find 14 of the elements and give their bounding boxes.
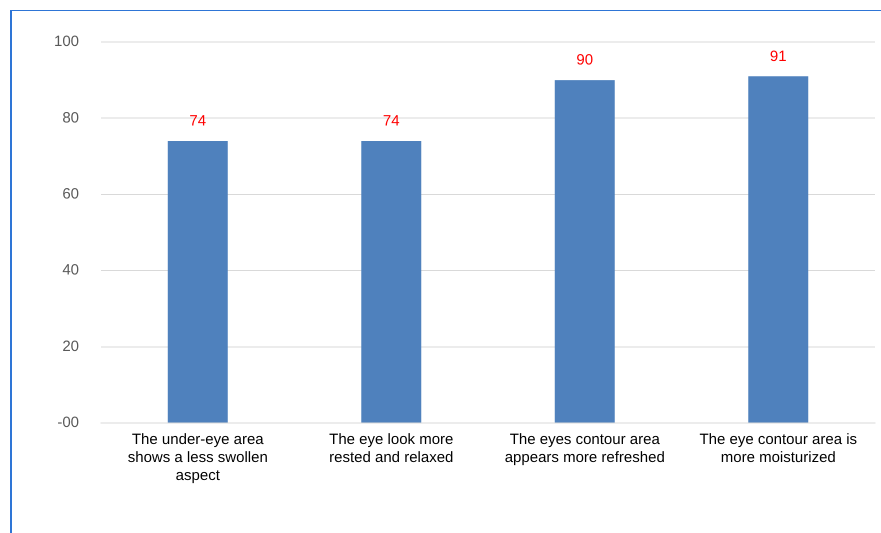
x-tick-label: The eye contour area is more moisturized xyxy=(699,431,858,466)
y-tick-label: 80 xyxy=(62,109,80,126)
x-tick-label: The eyes contour area appears more refreshed xyxy=(504,431,665,466)
x-tick-label: The under-eye area shows a less swollen aspect xyxy=(128,431,268,484)
y-tick-label: -00 xyxy=(57,414,80,432)
y-tick-label: 20 xyxy=(62,338,80,355)
y-tick-label: 60 xyxy=(62,186,80,203)
x-tick-label: The eye look more rested and relaxed xyxy=(329,431,454,466)
y-tick-label: 100 xyxy=(54,33,80,50)
y-tick-label: 40 xyxy=(62,262,80,279)
data-label: 90 xyxy=(576,52,594,69)
data-label: 74 xyxy=(382,112,400,130)
data-label: 74 xyxy=(189,112,206,130)
data-label: 91 xyxy=(770,48,787,65)
